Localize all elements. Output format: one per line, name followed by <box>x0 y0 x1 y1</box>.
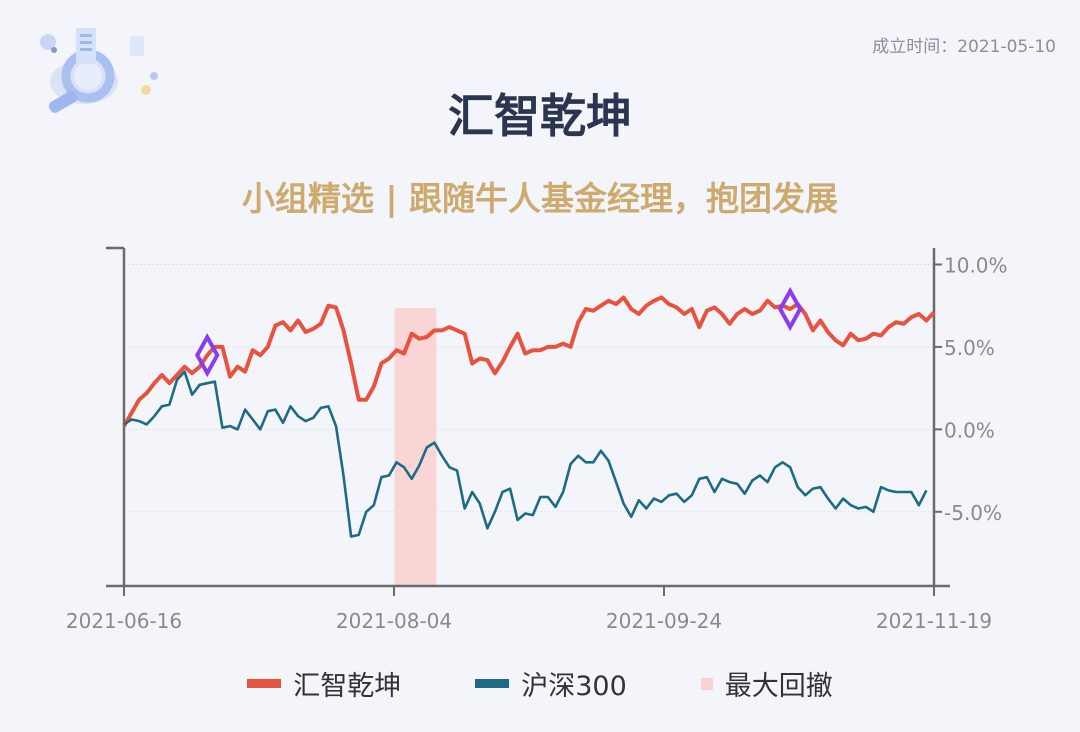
y-tick-label: 5.0% <box>944 336 995 360</box>
page-subtitle: 小组精选 | 跟随牛人基金经理，抱团发展 <box>241 179 839 218</box>
index-line <box>123 370 928 538</box>
axes <box>106 246 950 596</box>
x-tick-label: 2021-09-24 <box>606 609 722 633</box>
y-tick-label: 10.0% <box>944 253 1008 277</box>
legend-swatch-drawdown <box>700 677 713 690</box>
legend-item-fund: 汇智乾坤 <box>247 664 401 703</box>
chart-legend: 汇智乾坤 沪深300 最大回撤 <box>0 664 1080 703</box>
legend-label-index: 沪深300 <box>521 671 627 702</box>
markers <box>194 286 803 378</box>
legend-item-index: 沪深300 <box>475 664 627 703</box>
decorative-illustration-magnifier <box>18 8 168 128</box>
page-title: 汇智乾坤 <box>448 89 632 143</box>
signal-marker <box>777 286 803 332</box>
legend-item-drawdown: 最大回撤 <box>700 664 833 703</box>
drawdown-region <box>394 308 437 586</box>
legend-swatch-index <box>475 679 510 688</box>
axis-labels: 10.0% 5.0% 0.0% -5.0% 2021-06-16 2021-08-04 20… <box>66 253 1008 633</box>
signal-marker <box>194 333 220 378</box>
x-tick-label: 2021-11-19 <box>876 609 992 633</box>
max-drawdown-band <box>394 308 437 586</box>
grid-lines <box>124 263 934 513</box>
legend-label-drawdown: 最大回撤 <box>724 671 833 702</box>
established-date: 成立时间：2021-05-10 <box>872 37 1056 57</box>
legend-label-fund: 汇智乾坤 <box>293 671 402 702</box>
x-tick-label: 2021-08-04 <box>336 609 452 633</box>
y-tick-label: -5.0% <box>944 501 1002 525</box>
series-lines <box>122 295 936 538</box>
performance-line-chart: 10.0% 5.0% 0.0% -5.0% 2021-06-16 2021-08-04 20… <box>66 246 1008 633</box>
legend-swatch-fund <box>247 679 282 688</box>
fund-line <box>122 295 936 428</box>
x-tick-label: 2021-06-16 <box>66 609 182 633</box>
y-tick-label: 0.0% <box>944 418 995 442</box>
